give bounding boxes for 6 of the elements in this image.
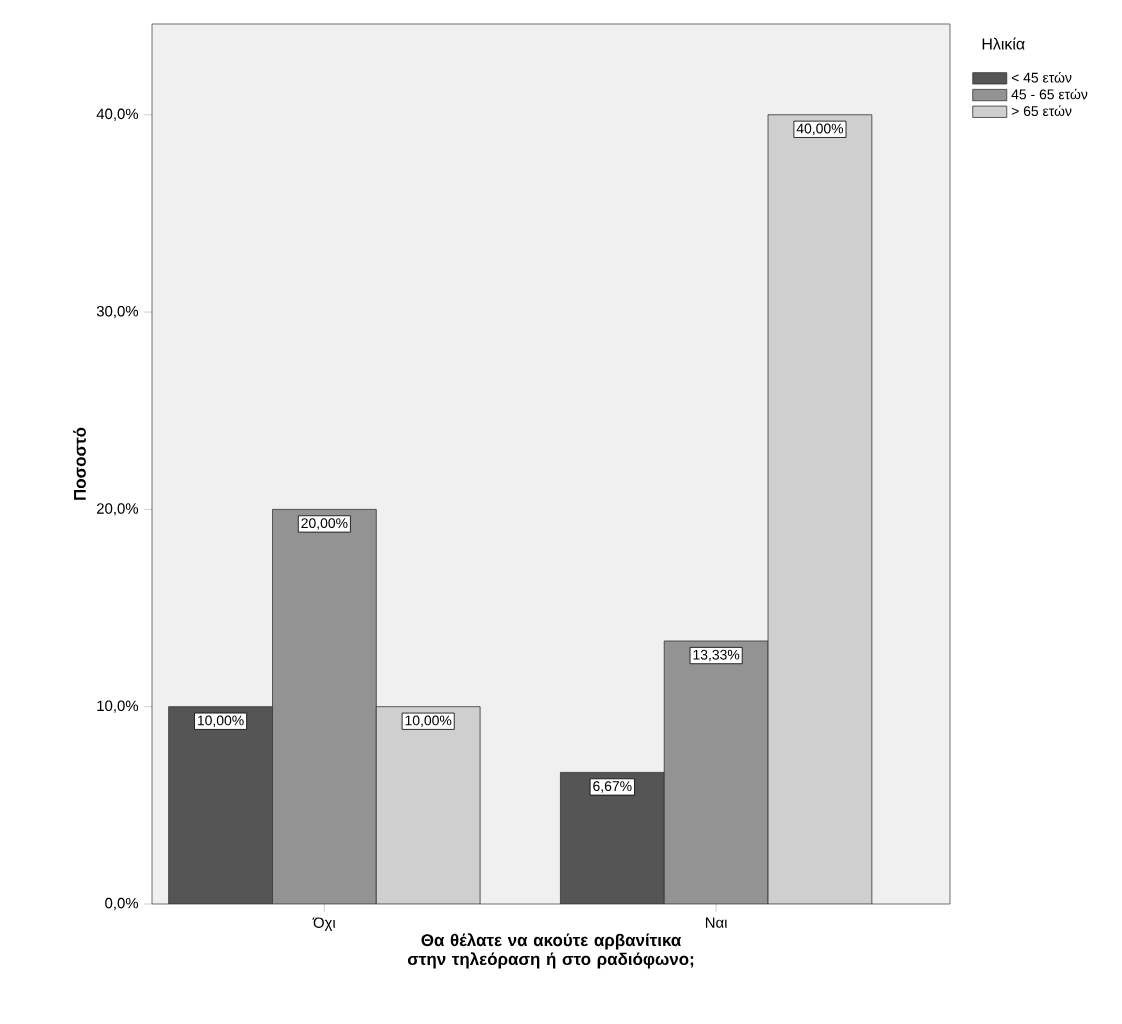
bar [375,706,481,904]
bar [663,640,769,904]
bar [272,508,377,904]
y-axis-title: Ποσοστό [73,427,86,500]
bar [767,114,873,904]
x-axis-title: Θα θέλατε να ακούτε αρβανίτικα στην τηλεόραση ή στο ραδιόφωνο; [407,933,694,969]
